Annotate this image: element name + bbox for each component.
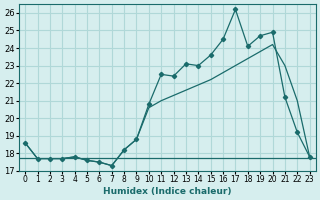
X-axis label: Humidex (Indice chaleur): Humidex (Indice chaleur) — [103, 187, 232, 196]
